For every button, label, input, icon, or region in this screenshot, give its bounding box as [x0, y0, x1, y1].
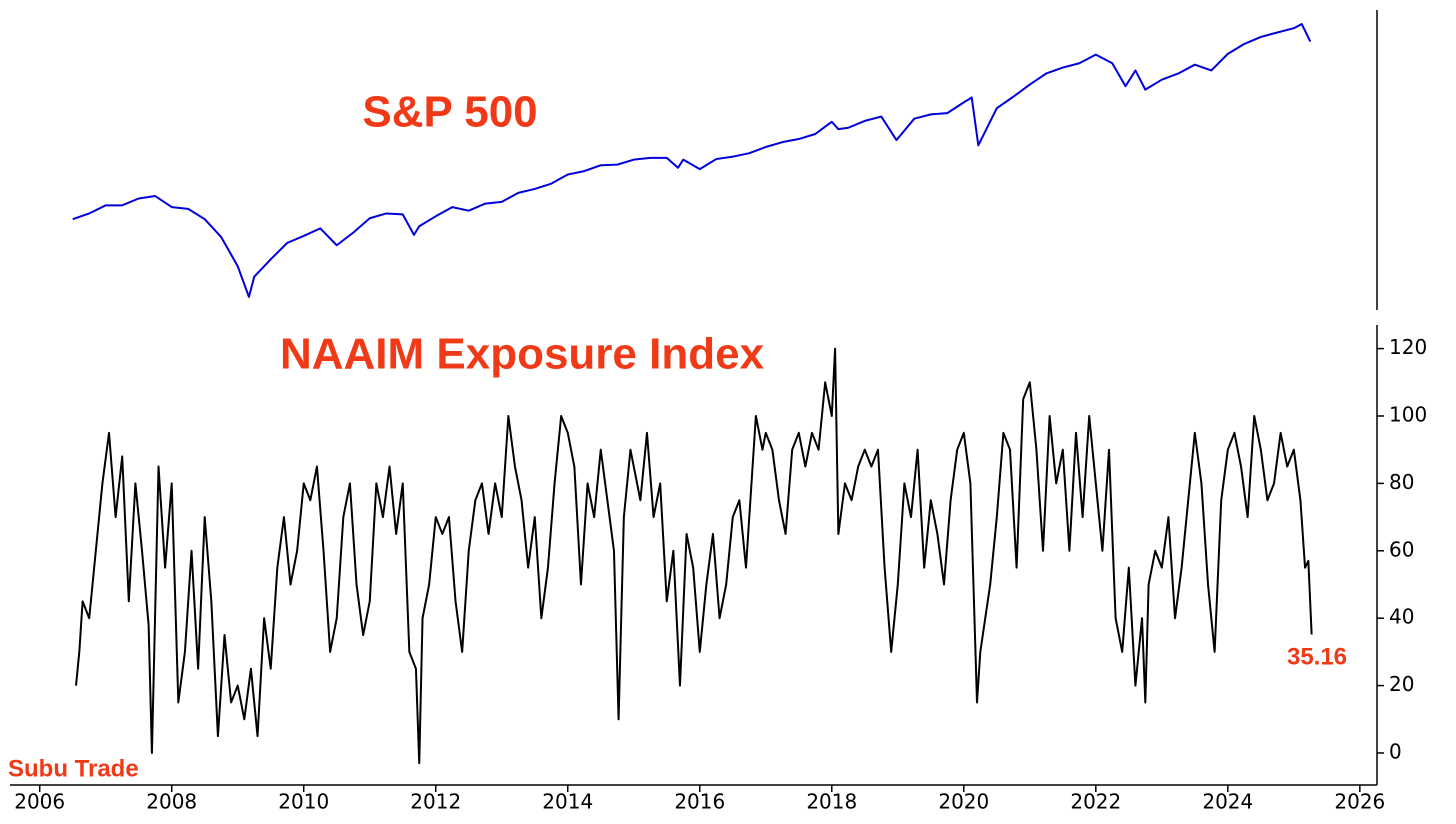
- x-tick-label: 2016: [674, 790, 725, 814]
- last-value-label: 35.16: [1287, 643, 1347, 670]
- credit: Subu Trade: [8, 755, 139, 782]
- y-tick-label: 60: [1389, 537, 1414, 561]
- data-line: [75, 347, 1313, 765]
- x-tick-label: 2020: [938, 790, 989, 814]
- data-line: [72, 23, 1312, 298]
- naaim-title: NAAIM Exposure Index: [280, 330, 765, 379]
- y-tick-label: 20: [1389, 672, 1414, 696]
- x-tick-label: 2006: [14, 790, 65, 814]
- y-tick-label: 40: [1389, 605, 1414, 629]
- x-tick-label: 2010: [278, 790, 329, 814]
- x-tick-label: 2018: [806, 790, 857, 814]
- x-tick-label: 2012: [410, 790, 461, 814]
- y-tick-label: 0: [1389, 739, 1402, 763]
- y-tick-label: 100: [1389, 402, 1427, 426]
- x-tick-label: 2022: [1070, 790, 1121, 814]
- x-tick-label: 2026: [1334, 790, 1385, 814]
- x-tick-label: 2024: [1202, 790, 1253, 814]
- y-tick-label: 120: [1389, 335, 1427, 359]
- x-tick-label: 2008: [146, 790, 197, 814]
- y-tick-label: 80: [1389, 470, 1414, 494]
- x-tick-label: 2014: [542, 790, 593, 814]
- sp500-title: S&P 500: [362, 88, 537, 137]
